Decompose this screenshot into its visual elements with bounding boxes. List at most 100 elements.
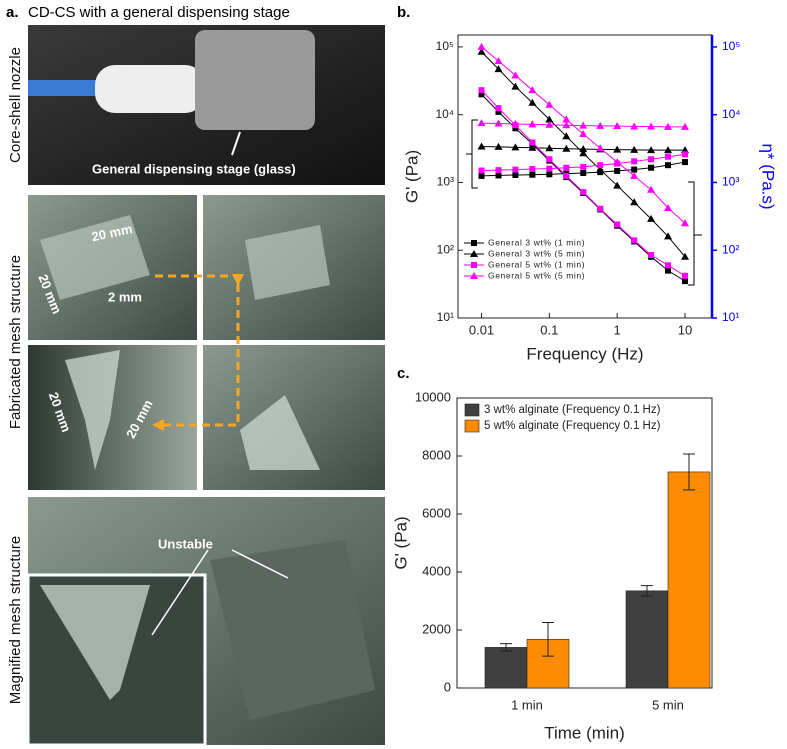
marker <box>665 267 672 274</box>
marker <box>648 164 655 171</box>
y-axis-title: G' (Pa) <box>402 150 421 203</box>
panel-label: b. <box>397 4 410 21</box>
marker <box>562 144 571 152</box>
marker <box>665 262 672 269</box>
marker <box>664 146 673 154</box>
bar <box>625 590 669 689</box>
marker <box>529 166 536 173</box>
legend-marker <box>470 250 478 257</box>
marker <box>596 144 605 152</box>
marker <box>545 144 554 152</box>
arrowhead <box>152 419 164 431</box>
plot-frame <box>456 397 713 689</box>
legend-marker <box>470 272 478 279</box>
y-tick-label: 6000 <box>422 505 451 520</box>
marker <box>682 151 689 158</box>
marker <box>682 278 689 285</box>
bracket <box>688 181 702 286</box>
y2-tick-label: 10² <box>722 242 739 256</box>
marker <box>511 71 520 79</box>
marker <box>596 121 605 129</box>
marker <box>580 169 587 176</box>
annotation: Unstable <box>158 536 213 551</box>
x-axis-title: Frequency (Hz) <box>526 344 643 363</box>
marker <box>630 145 639 153</box>
y-tick-label: 2000 <box>422 621 451 636</box>
marker <box>681 252 690 260</box>
marker <box>546 171 553 178</box>
marker <box>478 87 485 94</box>
marker <box>546 156 553 163</box>
marker <box>528 143 537 151</box>
x-tick-label: 0.01 <box>469 322 494 337</box>
marker <box>512 166 519 173</box>
marker <box>665 162 672 169</box>
marker <box>597 162 604 169</box>
y2-tick-label: 10⁵ <box>722 39 740 53</box>
marker <box>579 149 588 157</box>
y-tick-label: 4000 <box>422 563 451 578</box>
marker <box>580 163 587 170</box>
marker <box>562 121 571 129</box>
marker <box>563 164 570 171</box>
marker <box>596 165 605 173</box>
y2-tick-label: 10³ <box>722 175 739 189</box>
y-tick-label: 0 <box>444 679 451 694</box>
marker <box>495 167 502 174</box>
bar <box>484 647 528 689</box>
marker <box>664 122 673 130</box>
y2-tick-label: 10⁴ <box>722 107 741 121</box>
marker <box>614 221 621 228</box>
y-tick-label: 10¹ <box>437 310 454 324</box>
photo-detail <box>245 225 330 300</box>
bar <box>667 471 711 689</box>
marker <box>579 145 588 153</box>
legend-label: 5 wt% alginate (Frequency 0.1 Hz) <box>484 420 661 432</box>
legend-marker <box>471 240 477 246</box>
marker <box>562 115 571 123</box>
y2-tick-label: 10¹ <box>722 310 739 324</box>
marker <box>528 86 537 94</box>
marker <box>664 232 673 240</box>
marker <box>647 146 656 154</box>
marker <box>478 167 485 174</box>
marker <box>494 119 503 127</box>
marker <box>647 185 656 193</box>
marker <box>648 156 655 163</box>
marker <box>529 139 536 146</box>
marker <box>495 108 502 115</box>
marker <box>545 115 554 123</box>
legend-swatch <box>464 419 480 433</box>
y-tick-label: 10⁴ <box>435 107 454 121</box>
row-label: Magnified mesh structure <box>7 536 24 704</box>
arrow <box>231 131 241 156</box>
y-tick-label: 8000 <box>422 447 451 462</box>
marker <box>512 125 519 132</box>
x-axis-title: Time (min) <box>544 723 625 742</box>
photo-detail <box>40 585 150 700</box>
x-tick-label: 1 <box>614 322 621 337</box>
dashed-arrow <box>155 274 240 427</box>
marker <box>546 165 553 172</box>
error-bar <box>641 585 653 597</box>
marker <box>580 189 587 196</box>
photo-detail <box>240 395 320 470</box>
marker <box>563 172 570 179</box>
marker <box>647 214 656 222</box>
annotation: General dispensing stage (glass) <box>92 161 296 176</box>
marker <box>477 47 486 55</box>
panel-label: a. <box>6 4 19 21</box>
marker <box>614 167 621 174</box>
photo-detail <box>195 30 315 130</box>
y-tick-label: 10³ <box>437 175 454 189</box>
error-bar <box>542 621 554 657</box>
marker <box>529 171 536 178</box>
marker <box>477 119 486 127</box>
legend-label: General 3 wt% (5 min) <box>488 248 585 258</box>
marker <box>495 172 502 179</box>
y-tick-label: 10000 <box>415 389 451 404</box>
marker <box>579 129 588 137</box>
panel-title: CD-CS with a general dispensing stage <box>28 4 290 21</box>
marker <box>562 132 571 140</box>
photo-detail <box>28 80 108 96</box>
